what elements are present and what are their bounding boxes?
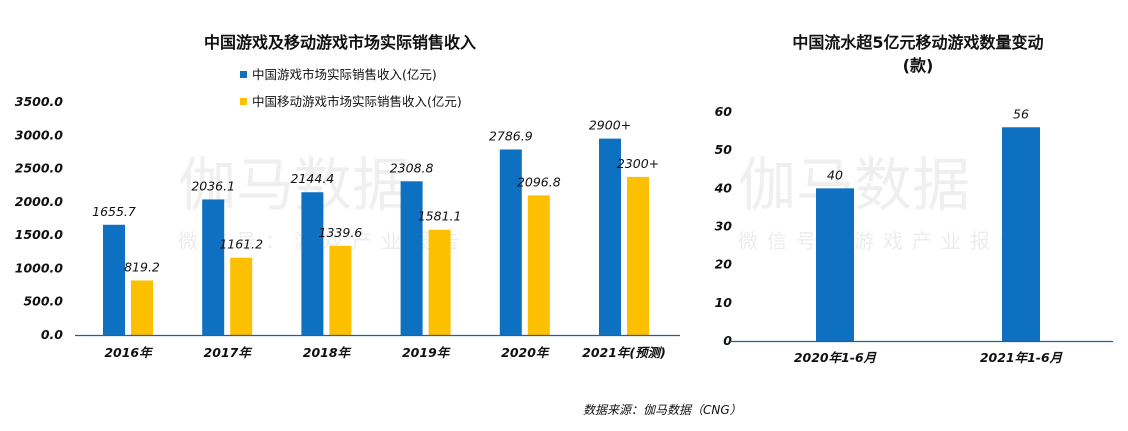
data-label: 1161.2	[219, 237, 263, 252]
data-labels: 40 56	[827, 106, 1029, 182]
data-label: 1655.7	[92, 204, 136, 219]
y-tick-label: 0	[723, 333, 732, 348]
bar-total	[499, 149, 522, 335]
data-label: 2144.4	[291, 171, 335, 186]
bar-mobile	[329, 245, 352, 335]
x-category-label: 2018年	[303, 345, 352, 360]
x-category-label: 2020年	[501, 345, 550, 360]
x-category-label: 2017年	[204, 345, 253, 360]
data-label: 56	[1013, 106, 1029, 121]
legend-swatch-mobile	[240, 98, 247, 105]
y-tick-label: 2500.0	[15, 161, 64, 176]
bar-mobile	[428, 229, 451, 335]
bar-total	[599, 138, 621, 335]
bar	[1002, 127, 1040, 342]
data-label: 819.2	[124, 259, 160, 274]
source-note: 数据来源：伽马数据（CNG）	[583, 403, 742, 417]
x-category-label: 2021年(预测)	[582, 345, 666, 360]
data-label: 2096.8	[517, 174, 561, 189]
x-axis-categories: 2020年1-6月 2021年1-6月	[794, 350, 1064, 365]
data-label: 2786.9	[489, 128, 533, 143]
x-category-label: 2016年	[104, 345, 153, 360]
revenue-chart: 中国游戏及移动游戏市场实际销售收入 中国游戏市场实际销售收入(亿元) 中国移动游…	[15, 33, 680, 360]
data-label: 1581.1	[418, 209, 462, 224]
bar-total	[301, 192, 324, 335]
y-tick-label: 500.0	[23, 294, 63, 309]
top-games-chart-title: 中国流水超5亿元移动游戏数量变动	[792, 33, 1043, 52]
data-label: 2900+	[589, 118, 631, 133]
legend-mobile: 中国移动游戏市场实际销售收入(亿元)	[252, 94, 462, 109]
y-tick-label: 3000.0	[15, 127, 64, 142]
y-tick-label: 30	[715, 219, 733, 234]
y-tick-label: 1500.0	[15, 227, 64, 242]
y-tick-label: 50	[715, 142, 733, 157]
y-axis-ticks: 0 10 20 30 40 50 60	[714, 104, 733, 348]
watermark-right: 伽马数据	[738, 151, 970, 219]
bar-total	[400, 181, 423, 335]
bar-mobile	[527, 195, 550, 335]
y-tick-label: 0.0	[41, 327, 63, 342]
x-category-label: 2019年	[402, 345, 451, 360]
y-tick-label: 2000.0	[15, 194, 64, 209]
x-category-label: 2020年1-6月	[794, 350, 878, 365]
data-label: 2300+	[617, 156, 659, 171]
y-tick-label: 3500.0	[15, 94, 64, 109]
revenue-chart-title: 中国游戏及移动游戏市场实际销售收入	[204, 33, 476, 52]
bars	[816, 127, 1040, 342]
y-axis-ticks: 0.0 500.0 1000.0 1500.0 2000.0 2500.0 3000.0 35…	[15, 94, 64, 342]
data-label: 2036.1	[191, 178, 235, 193]
legend: 中国游戏市场实际销售收入(亿元) 中国移动游戏市场实际销售收入(亿元)	[240, 67, 462, 109]
top-games-chart-subtitle: (款)	[903, 56, 934, 75]
bar-total	[202, 199, 225, 335]
bar-mobile	[627, 176, 649, 335]
y-tick-label: 10	[715, 295, 733, 310]
bar-total	[103, 224, 125, 335]
bar-mobile	[230, 257, 253, 335]
x-axis-categories: 2016年 2017年 2018年 2019年 2020年 2021年(预测)	[104, 345, 666, 360]
y-tick-label: 1000.0	[15, 260, 64, 275]
bars	[103, 138, 649, 335]
data-labels: 1655.7 819.2 2036.1 1161.2 2144.4 1339.6 2308.…	[92, 118, 659, 275]
bar	[816, 188, 854, 341]
legend-total: 中国游戏市场实际销售收入(亿元)	[252, 67, 437, 82]
y-tick-label: 20	[715, 257, 733, 272]
bar-mobile	[131, 280, 153, 335]
y-tick-label: 60	[715, 104, 733, 119]
data-label: 2308.8	[390, 160, 434, 175]
legend-swatch-total	[240, 71, 247, 78]
y-tick-label: 40	[714, 180, 733, 195]
data-label: 40	[827, 167, 843, 182]
x-category-label: 2021年1-6月	[980, 350, 1064, 365]
data-label: 1339.6	[319, 225, 363, 240]
watermark-right-sub: 微信号：游戏产业报告	[738, 229, 1028, 253]
